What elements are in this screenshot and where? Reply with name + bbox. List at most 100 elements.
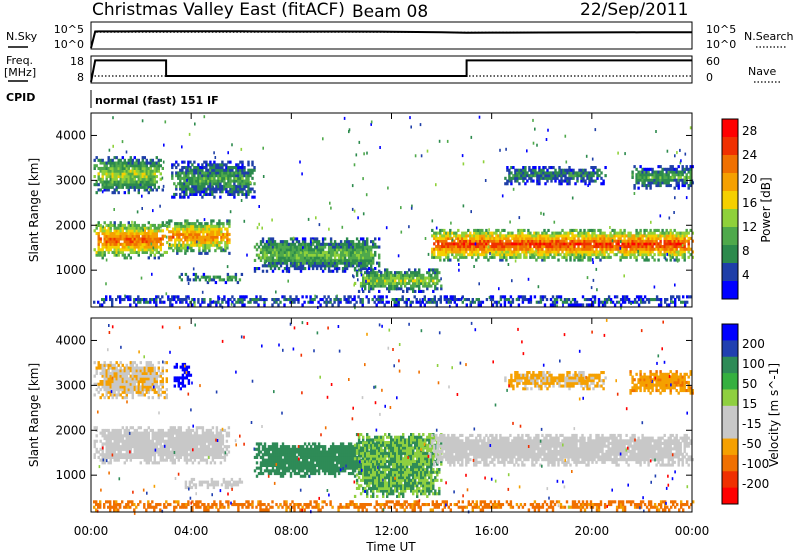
- power-cell: [645, 178, 648, 182]
- power-cell: [283, 248, 287, 252]
- power-cell: [149, 180, 152, 184]
- vel-cell: [123, 461, 126, 465]
- power-cell: [551, 245, 554, 249]
- power-cell: [200, 227, 203, 231]
- power-cell: [390, 273, 393, 277]
- power-cell: [179, 179, 182, 183]
- power-cell: [202, 235, 205, 239]
- power-cell: [469, 245, 472, 249]
- power-cell: [113, 177, 116, 181]
- power-scatter-cell: [351, 184, 354, 188]
- power-cell: [571, 228, 574, 232]
- power-cell: [103, 188, 106, 192]
- power-cell: [677, 170, 680, 174]
- power-cell: [378, 256, 381, 260]
- power-cell: [571, 245, 574, 249]
- power-echo-region: [93, 221, 168, 260]
- power-cell: [432, 268, 435, 272]
- power-cell: [364, 242, 367, 246]
- power-cell: [253, 182, 256, 186]
- power-cell: [227, 160, 230, 164]
- power-cell: [645, 173, 648, 177]
- power-cell: [685, 247, 688, 251]
- power-cell: [190, 249, 193, 253]
- power-cell: [427, 298, 430, 302]
- power-cell: [400, 279, 403, 283]
- power-cell: [543, 228, 546, 232]
- vel-cell: [107, 453, 110, 457]
- power-cell: [461, 255, 464, 259]
- power-cell: [473, 239, 476, 243]
- power-cell: [155, 180, 158, 184]
- power-cell: [249, 187, 252, 191]
- power-cell: [669, 234, 672, 238]
- power-cell: [214, 235, 217, 239]
- power-cell: [511, 242, 514, 246]
- power-scatter-cell: [261, 226, 263, 230]
- power-cell: [681, 178, 684, 182]
- power-cell: [217, 300, 220, 304]
- power-cell: [517, 255, 520, 259]
- power-cell: [345, 253, 349, 257]
- power-cell: [491, 250, 494, 254]
- power-cell: [637, 295, 641, 299]
- power-cell: [629, 231, 632, 235]
- power-scatter-cell: [271, 218, 273, 222]
- power-cell: [93, 229, 96, 233]
- power-cell: [127, 295, 130, 299]
- power-cell: [327, 245, 331, 249]
- power-cell: [216, 222, 219, 226]
- power-cell: [287, 250, 291, 254]
- vel-cell: [125, 450, 128, 454]
- power-cell: [439, 231, 442, 235]
- power-cell: [239, 184, 242, 188]
- power-cell: [121, 180, 124, 184]
- power-cell: [506, 166, 509, 170]
- power-cell: [359, 298, 362, 302]
- power-cell: [418, 271, 421, 275]
- power-cell: [206, 222, 209, 226]
- power-cell: [541, 234, 544, 238]
- power-scatter-cell: [462, 162, 465, 166]
- power-cell: [99, 161, 102, 165]
- power-cell: [623, 236, 626, 240]
- power-cell: [111, 240, 114, 244]
- power-cell: [107, 183, 110, 187]
- power-cell: [568, 179, 571, 183]
- power-cell: [364, 256, 367, 260]
- power-cell: [542, 176, 545, 180]
- power-cell: [137, 172, 140, 176]
- power-cell: [217, 163, 220, 167]
- power-cell: [426, 284, 429, 288]
- power-scatter-cell: [201, 290, 204, 294]
- power-cell: [243, 298, 246, 302]
- power-cell: [275, 242, 279, 246]
- power-cell: [213, 195, 216, 199]
- power-cell: [366, 245, 369, 249]
- power-cell: [283, 303, 286, 307]
- power-cell: [121, 156, 124, 160]
- power-cell: [639, 173, 642, 177]
- power-cell: [105, 298, 108, 302]
- power-cell: [529, 236, 532, 240]
- power-cell: [579, 303, 583, 307]
- power-cell: [101, 185, 104, 189]
- power-cell: [649, 253, 652, 257]
- power-cell: [198, 238, 201, 242]
- power-cell: [198, 251, 201, 255]
- power-cell: [373, 295, 376, 299]
- power-cell: [187, 195, 190, 199]
- power-cell: [199, 174, 202, 178]
- vel-cell: [127, 428, 130, 432]
- power-cell: [679, 173, 682, 177]
- power-cell: [289, 245, 293, 249]
- vel-cell: [123, 431, 126, 435]
- power-cell: [376, 276, 379, 280]
- power-scatter-cell: [587, 184, 589, 187]
- power-cell: [226, 235, 229, 239]
- power-cell: [461, 250, 464, 254]
- power-cell: [483, 231, 486, 235]
- power-cell: [175, 295, 178, 299]
- power-cell: [377, 295, 380, 299]
- power-cell: [237, 179, 240, 183]
